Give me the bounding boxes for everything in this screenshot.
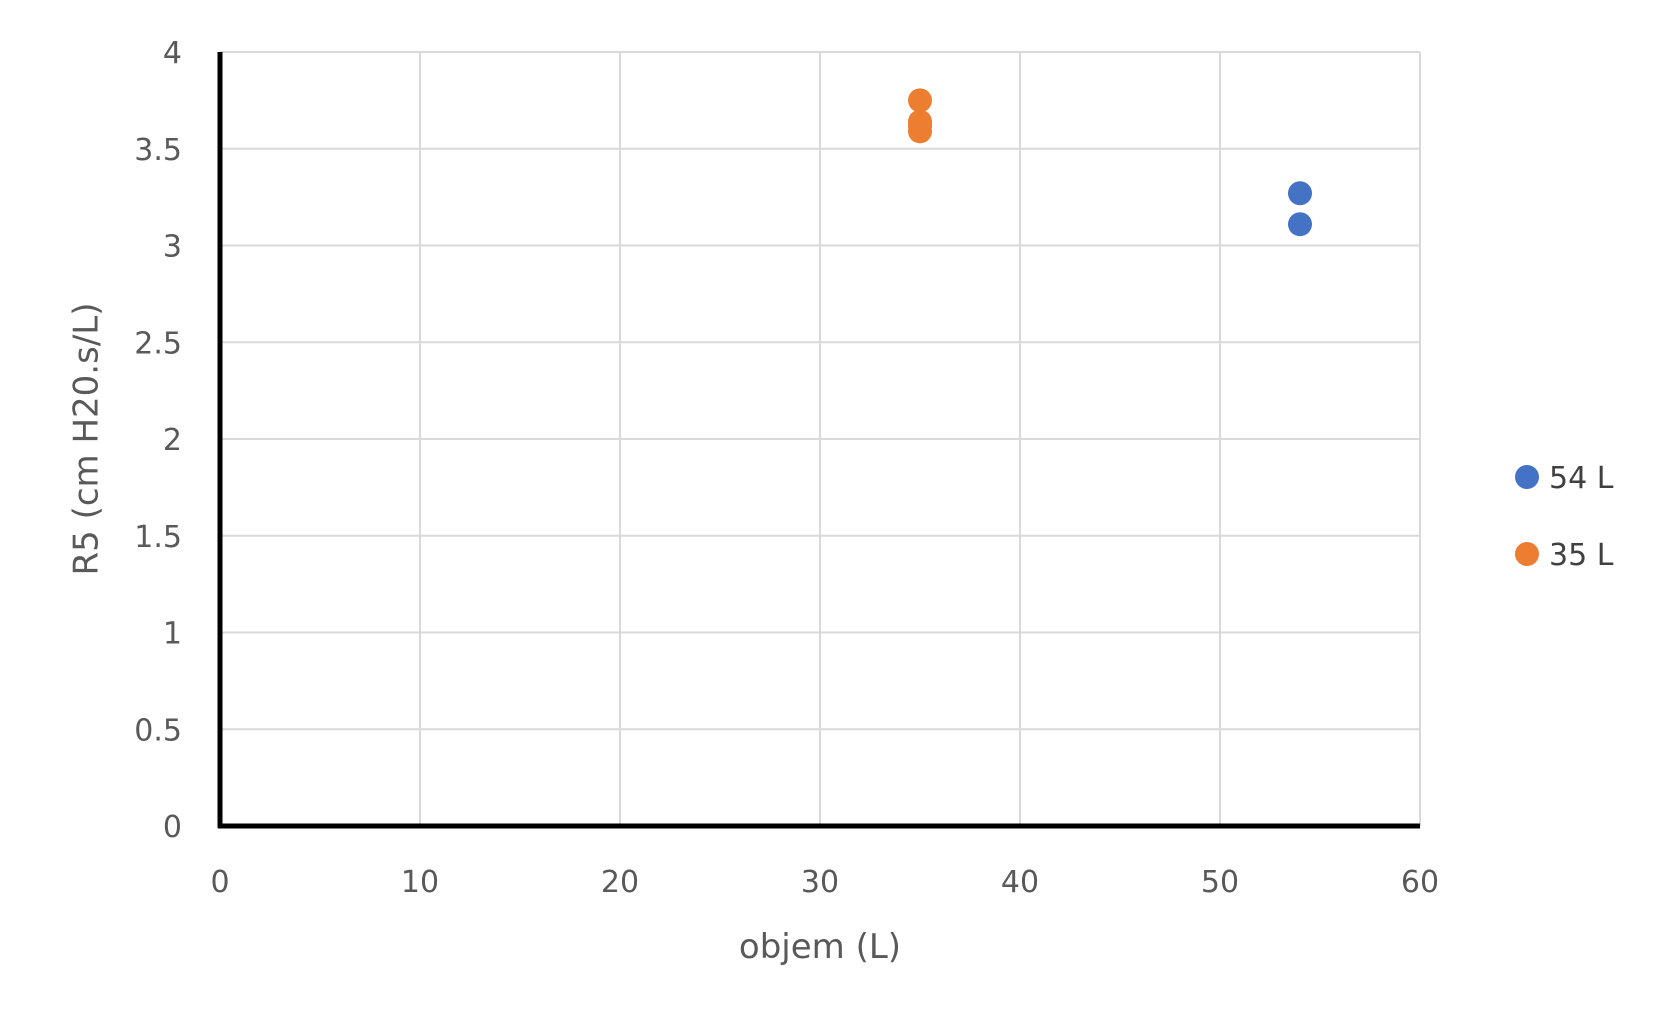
data-points [908, 88, 1312, 237]
legend: 54 L 35 L [1515, 461, 1614, 573]
legend-marker [1515, 465, 1539, 489]
x-tick-label: 40 [1001, 865, 1039, 900]
y-tick-label: 3.5 [134, 133, 182, 168]
x-tick-label: 30 [801, 865, 839, 900]
x-tick-label: 20 [601, 865, 639, 900]
x-tick-labels: 0 10 20 30 40 50 60 [210, 865, 1439, 900]
legend-marker [1515, 542, 1539, 566]
y-tick-label: 2.5 [134, 326, 182, 361]
data-point [1288, 212, 1312, 237]
y-axis-title: R5 (cm H20.s/L) [67, 303, 107, 576]
y-tick-label: 1 [163, 617, 182, 652]
y-tick-label: 4 [163, 36, 182, 71]
legend-label: 54 L [1549, 461, 1614, 496]
y-tick-label: 3 [163, 230, 182, 265]
data-point [908, 88, 932, 113]
data-point [1288, 181, 1312, 206]
y-tick-labels: 0 0.5 1 1.5 2 2.5 3 3.5 4 [134, 36, 182, 845]
y-tick-label: 2 [163, 423, 182, 458]
legend-label: 35 L [1549, 538, 1614, 573]
data-point [908, 119, 932, 144]
axes [217, 52, 1420, 829]
x-tick-label: 60 [1401, 865, 1439, 900]
grid-lines [220, 51, 1421, 826]
x-axis-title: objem (L) [739, 927, 901, 967]
y-tick-label: 1.5 [134, 520, 182, 555]
x-tick-label: 50 [1201, 865, 1239, 900]
y-tick-label: 0 [163, 810, 182, 845]
x-tick-label: 0 [210, 865, 229, 900]
y-tick-label: 0.5 [134, 713, 182, 748]
x-tick-label: 10 [401, 865, 439, 900]
